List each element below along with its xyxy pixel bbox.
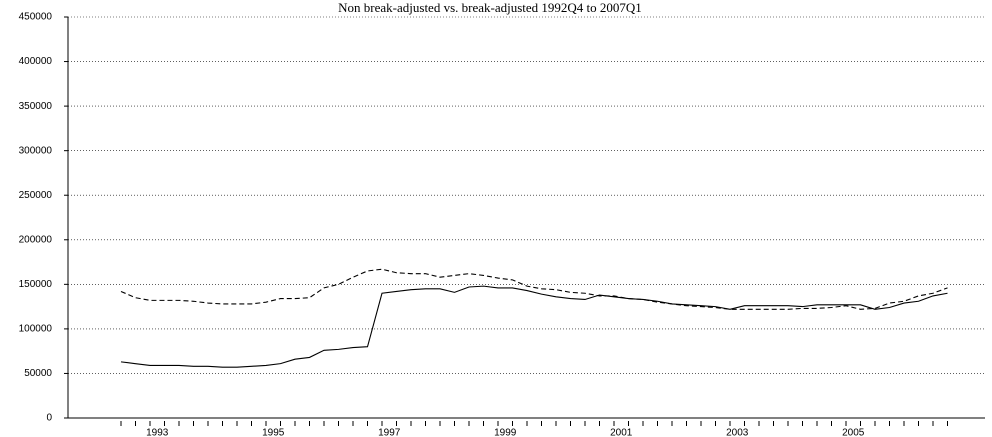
x-tick-label: 1997: [378, 428, 401, 437]
y-tick-label: 350000: [19, 101, 53, 112]
x-tick-label: 2001: [610, 428, 633, 437]
y-tick-label: 450000: [19, 12, 53, 23]
chart-title: Non break-adjusted vs. break-adjusted 19…: [338, 0, 642, 15]
y-tick-label: 100000: [19, 324, 53, 335]
x-tick-label: 1995: [262, 428, 285, 437]
y-tick-label: 50000: [24, 368, 52, 379]
x-tick-label: 1993: [146, 428, 169, 437]
y-tick-label: 150000: [19, 279, 53, 290]
x-tick-label: 2003: [726, 428, 749, 437]
series-line: [120, 285, 948, 368]
y-tick-label: 400000: [19, 56, 53, 67]
series-line: [120, 268, 948, 310]
x-tick-label: 2005: [842, 428, 865, 437]
y-tick-label: 200000: [19, 234, 53, 245]
y-tick-label: 300000: [19, 145, 53, 156]
y-tick-label: 0: [46, 413, 52, 424]
x-tick-label: 1999: [494, 428, 517, 437]
y-tick-label: 250000: [19, 190, 53, 201]
